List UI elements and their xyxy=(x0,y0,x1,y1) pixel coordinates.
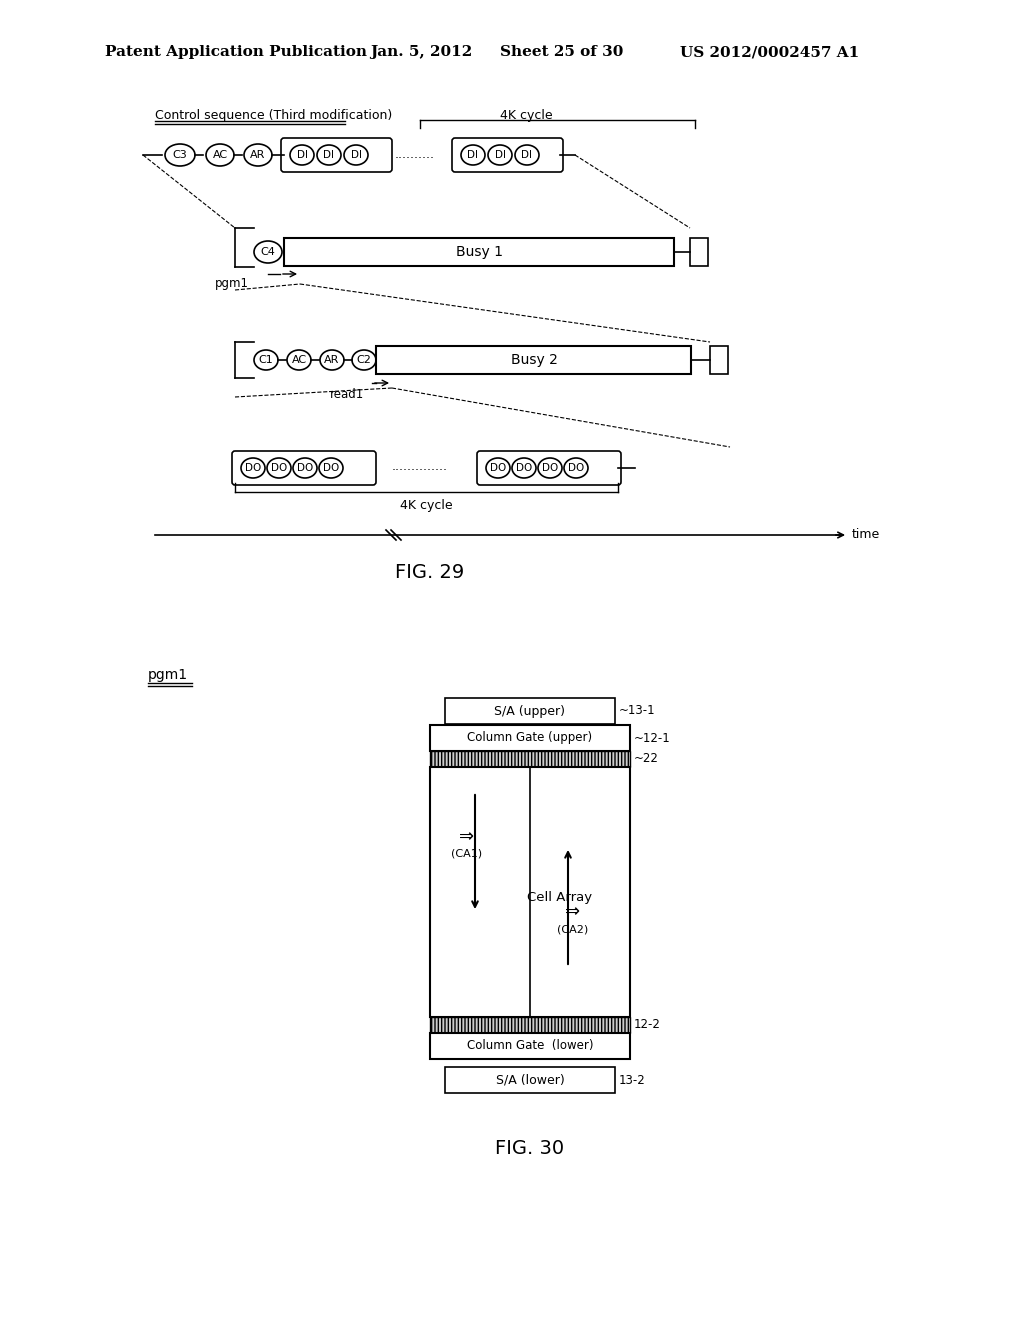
Text: DO: DO xyxy=(271,463,287,473)
FancyBboxPatch shape xyxy=(281,139,392,172)
Text: C1: C1 xyxy=(259,355,273,366)
Text: ~12-1: ~12-1 xyxy=(634,731,671,744)
Text: 4K cycle: 4K cycle xyxy=(399,499,453,512)
Text: DO: DO xyxy=(297,463,313,473)
Bar xyxy=(430,1016,630,1034)
Text: Patent Application Publication: Patent Application Publication xyxy=(105,45,367,59)
Text: 13-2: 13-2 xyxy=(618,1073,646,1086)
Text: DI: DI xyxy=(350,150,361,160)
Text: S/A (upper): S/A (upper) xyxy=(495,705,565,718)
Text: AR: AR xyxy=(250,150,265,160)
Bar xyxy=(445,1067,615,1093)
Text: DI: DI xyxy=(468,150,478,160)
Text: Busy 2: Busy 2 xyxy=(511,352,557,367)
Text: Sheet 25 of 30: Sheet 25 of 30 xyxy=(500,45,624,59)
Bar xyxy=(710,346,728,374)
Text: AC: AC xyxy=(212,150,227,160)
Text: ~22: ~22 xyxy=(634,752,658,766)
Text: (CA2): (CA2) xyxy=(557,924,589,935)
Bar xyxy=(430,1034,630,1059)
Text: DO: DO xyxy=(489,463,506,473)
Text: Column Gate  (lower): Column Gate (lower) xyxy=(467,1040,593,1052)
Text: read1: read1 xyxy=(330,388,365,400)
Text: US 2012/0002457 A1: US 2012/0002457 A1 xyxy=(680,45,859,59)
Bar xyxy=(376,346,691,374)
Text: ..............: .............. xyxy=(392,461,449,474)
Text: ⇒: ⇒ xyxy=(460,828,474,846)
Text: DO: DO xyxy=(542,463,558,473)
Text: time: time xyxy=(852,528,881,541)
Text: DO: DO xyxy=(516,463,532,473)
Text: ..........: .......... xyxy=(395,148,435,161)
Bar xyxy=(690,238,708,267)
Text: C3: C3 xyxy=(173,150,187,160)
Text: Jan. 5, 2012: Jan. 5, 2012 xyxy=(370,45,472,59)
Text: AR: AR xyxy=(325,355,340,366)
Text: DO: DO xyxy=(245,463,261,473)
Text: DO: DO xyxy=(568,463,584,473)
Text: DI: DI xyxy=(324,150,335,160)
Text: ⇒: ⇒ xyxy=(565,903,581,921)
Text: pgm1: pgm1 xyxy=(215,277,249,290)
FancyBboxPatch shape xyxy=(477,451,621,484)
Text: 12-2: 12-2 xyxy=(634,1019,660,1031)
Text: DI: DI xyxy=(297,150,307,160)
Text: DI: DI xyxy=(495,150,506,160)
Text: C2: C2 xyxy=(356,355,372,366)
Bar xyxy=(445,698,615,723)
Text: AC: AC xyxy=(292,355,306,366)
Text: 4K cycle: 4K cycle xyxy=(500,108,553,121)
Text: Cell Array: Cell Array xyxy=(527,891,593,903)
Text: FIG. 30: FIG. 30 xyxy=(496,1138,564,1158)
Bar xyxy=(284,238,674,267)
Text: Column Gate (upper): Column Gate (upper) xyxy=(467,731,593,744)
Bar xyxy=(430,751,630,767)
Text: Busy 1: Busy 1 xyxy=(456,246,503,259)
FancyBboxPatch shape xyxy=(452,139,563,172)
Text: DO: DO xyxy=(323,463,339,473)
Text: C4: C4 xyxy=(260,247,275,257)
Bar xyxy=(430,725,630,751)
Text: ~13-1: ~13-1 xyxy=(618,705,655,718)
Bar xyxy=(430,767,630,1016)
Text: pgm1: pgm1 xyxy=(148,668,188,682)
Text: S/A (lower): S/A (lower) xyxy=(496,1073,564,1086)
FancyBboxPatch shape xyxy=(232,451,376,484)
Text: FIG. 29: FIG. 29 xyxy=(395,562,465,582)
Text: Control sequence (Third modification): Control sequence (Third modification) xyxy=(155,108,392,121)
Text: (CA1): (CA1) xyxy=(452,849,482,859)
Text: DI: DI xyxy=(521,150,532,160)
